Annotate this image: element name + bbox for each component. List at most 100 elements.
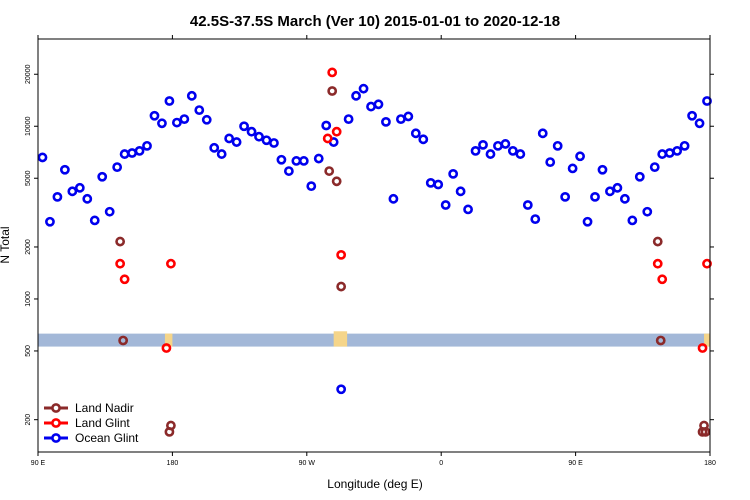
ocean-glint-point xyxy=(112,162,123,173)
ocean-glint-point xyxy=(642,206,653,217)
ocean-glint-point xyxy=(575,151,585,162)
legend-marker xyxy=(51,418,61,428)
land-glint-point xyxy=(327,67,338,78)
ocean-glint-point xyxy=(590,191,600,202)
y-axis: 200 500 1000 2000 5000 10000 20000 xyxy=(25,64,714,426)
legend-marker xyxy=(51,403,61,413)
ocean-glint-point xyxy=(403,111,414,122)
ocean-glint-point xyxy=(597,164,608,175)
land-nadir-point xyxy=(655,335,666,346)
ocean-glint-point xyxy=(657,149,668,159)
x-tick-label: 180 xyxy=(167,460,179,467)
ocean-glint-point xyxy=(582,216,593,227)
ocean-glint-point xyxy=(104,206,115,217)
ocean-glint-point xyxy=(687,110,697,121)
ocean-glint-point xyxy=(366,101,376,112)
x-tick-label: 90 W xyxy=(299,460,316,467)
ocean-glint-point xyxy=(127,148,137,158)
ocean-glint-point xyxy=(209,142,220,153)
ocean-glint-point xyxy=(224,133,235,144)
ocean-glint-point xyxy=(45,216,55,227)
ocean-glint-point xyxy=(261,135,272,146)
ocean-glint-point xyxy=(485,149,496,159)
ocean-glint-point xyxy=(493,140,503,151)
ocean-glint-point xyxy=(440,200,451,210)
ocean-glint-point xyxy=(246,126,257,137)
ocean-glint-point xyxy=(231,137,242,147)
land-nadir-point xyxy=(336,281,347,292)
ocean-glint-point xyxy=(291,156,302,166)
x-tick-label: 180 xyxy=(704,460,716,467)
x-axis-label: Longitude (deg E) xyxy=(327,477,422,491)
ocean-glint-point xyxy=(343,114,354,124)
ocean-glint-point xyxy=(179,114,190,124)
ocean-glint-point xyxy=(269,138,279,148)
ocean-glint-point xyxy=(164,96,175,106)
ocean-glint-point xyxy=(134,145,145,156)
ocean-glint-point xyxy=(254,131,264,142)
ocean-glint-point xyxy=(507,145,518,156)
land-nadir-point xyxy=(327,86,338,96)
ocean-glint-point xyxy=(470,145,481,156)
ocean-glint-point xyxy=(702,96,712,106)
ocean-glint-point xyxy=(119,149,130,159)
ocean-glint-point xyxy=(321,120,332,131)
ocean-glint-point xyxy=(649,162,660,173)
legend-label: Ocean Glint xyxy=(75,431,139,445)
land-glint-point xyxy=(322,133,333,144)
ocean-glint-point xyxy=(679,140,690,151)
ocean-glint-point xyxy=(201,114,212,125)
ocean-glint-point xyxy=(186,90,197,101)
land-glint-point xyxy=(166,258,176,269)
ocean-glint-point xyxy=(567,163,578,174)
ocean-glint-point xyxy=(619,193,630,204)
ocean-glint-point xyxy=(478,139,488,150)
ocean-glint-point xyxy=(283,166,294,176)
land-nadir-point xyxy=(700,426,711,437)
ocean-glint-point xyxy=(37,152,48,163)
land-nadir-point xyxy=(118,335,129,346)
ocean-glint-point xyxy=(336,384,347,395)
ocean-glint-point xyxy=(515,149,526,159)
ocean-glint-point xyxy=(59,164,70,175)
x-tick-label: 90 E xyxy=(568,460,583,467)
ocean-glint-point xyxy=(358,83,369,94)
land-nadir-point xyxy=(331,176,342,187)
legend-label: Land Nadir xyxy=(75,401,134,415)
ocean-glint-point xyxy=(149,110,160,121)
y-tick-label: 2000 xyxy=(25,239,32,255)
surface-bands xyxy=(38,331,710,347)
x-tick-label: 90 E xyxy=(31,460,46,467)
land-nadir-point xyxy=(324,166,335,176)
land-glint-point xyxy=(657,274,668,285)
land-band-3 xyxy=(704,333,710,347)
land-nadir-point xyxy=(166,420,176,431)
ocean-glint-point xyxy=(276,154,287,165)
land-glint-point xyxy=(652,258,663,269)
ocean-glint-point xyxy=(381,116,391,127)
ocean-glint-point xyxy=(395,114,406,124)
ocean-glint-point xyxy=(52,191,63,202)
ocean-glint-point xyxy=(67,186,78,197)
ocean-glint-point xyxy=(664,148,675,158)
land-glint-point xyxy=(702,258,712,269)
ocean-glint-point xyxy=(216,149,227,159)
ocean-glint-point xyxy=(463,204,473,215)
x-tick-label: 0 xyxy=(439,460,443,467)
legend-label: Land Glint xyxy=(75,416,130,430)
ocean-glint-point xyxy=(171,117,182,128)
ocean-glint-point xyxy=(373,99,384,110)
ocean-glint-point xyxy=(298,156,309,166)
y-tick-label: 200 xyxy=(25,414,32,426)
ocean-glint-point xyxy=(612,182,623,193)
ocean-glint-point xyxy=(239,121,249,132)
ocean-glint-point xyxy=(537,128,548,139)
ocean-glint-point xyxy=(455,186,466,197)
y-tick-label: 5000 xyxy=(25,170,32,186)
x-axis: 90 E 180 90 W 0 90 E 180 xyxy=(31,35,716,467)
land-nadir-point xyxy=(652,236,663,247)
land-glint-point xyxy=(697,343,708,353)
ocean-glint-point xyxy=(500,139,511,149)
